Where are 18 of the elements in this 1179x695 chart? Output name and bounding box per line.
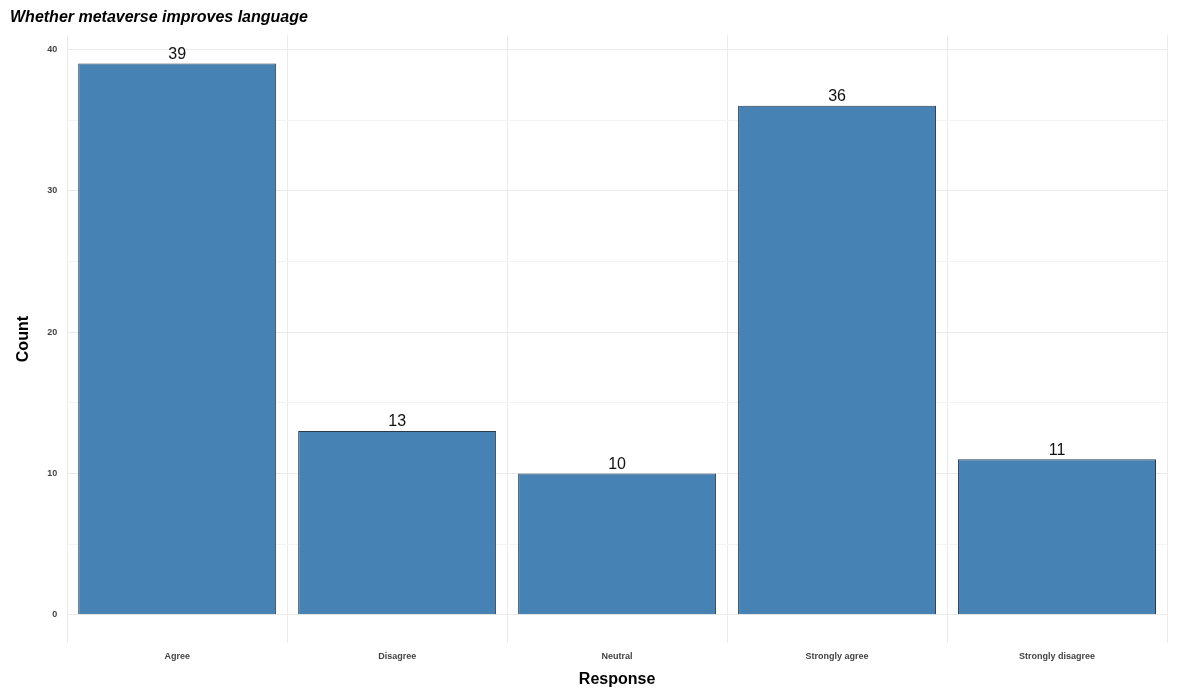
data-label: 36: [828, 87, 847, 105]
y-tick-label: 20: [47, 326, 58, 337]
data-label: 13: [388, 412, 407, 430]
x-tick-label: Disagree: [378, 650, 417, 661]
chart-title: Whether metaverse improves language: [10, 8, 308, 26]
y-tick-label: 10: [47, 467, 58, 478]
x-tick-label: Neutral: [601, 650, 633, 661]
y-tick-label: 40: [47, 43, 58, 54]
y-tick-label: 0: [52, 609, 58, 620]
y-tick-label: 30: [47, 185, 58, 196]
data-label: 11: [1048, 440, 1066, 458]
x-tick-label: Strongly agree: [805, 650, 869, 661]
x-axis-title: Response: [578, 669, 656, 687]
x-tick-label: Agree: [164, 650, 190, 661]
data-label: 10: [608, 454, 627, 472]
x-tick-label: Strongly disagree: [1019, 650, 1096, 661]
y-axis-title: Count: [14, 315, 32, 363]
data-label: 39: [168, 44, 187, 62]
